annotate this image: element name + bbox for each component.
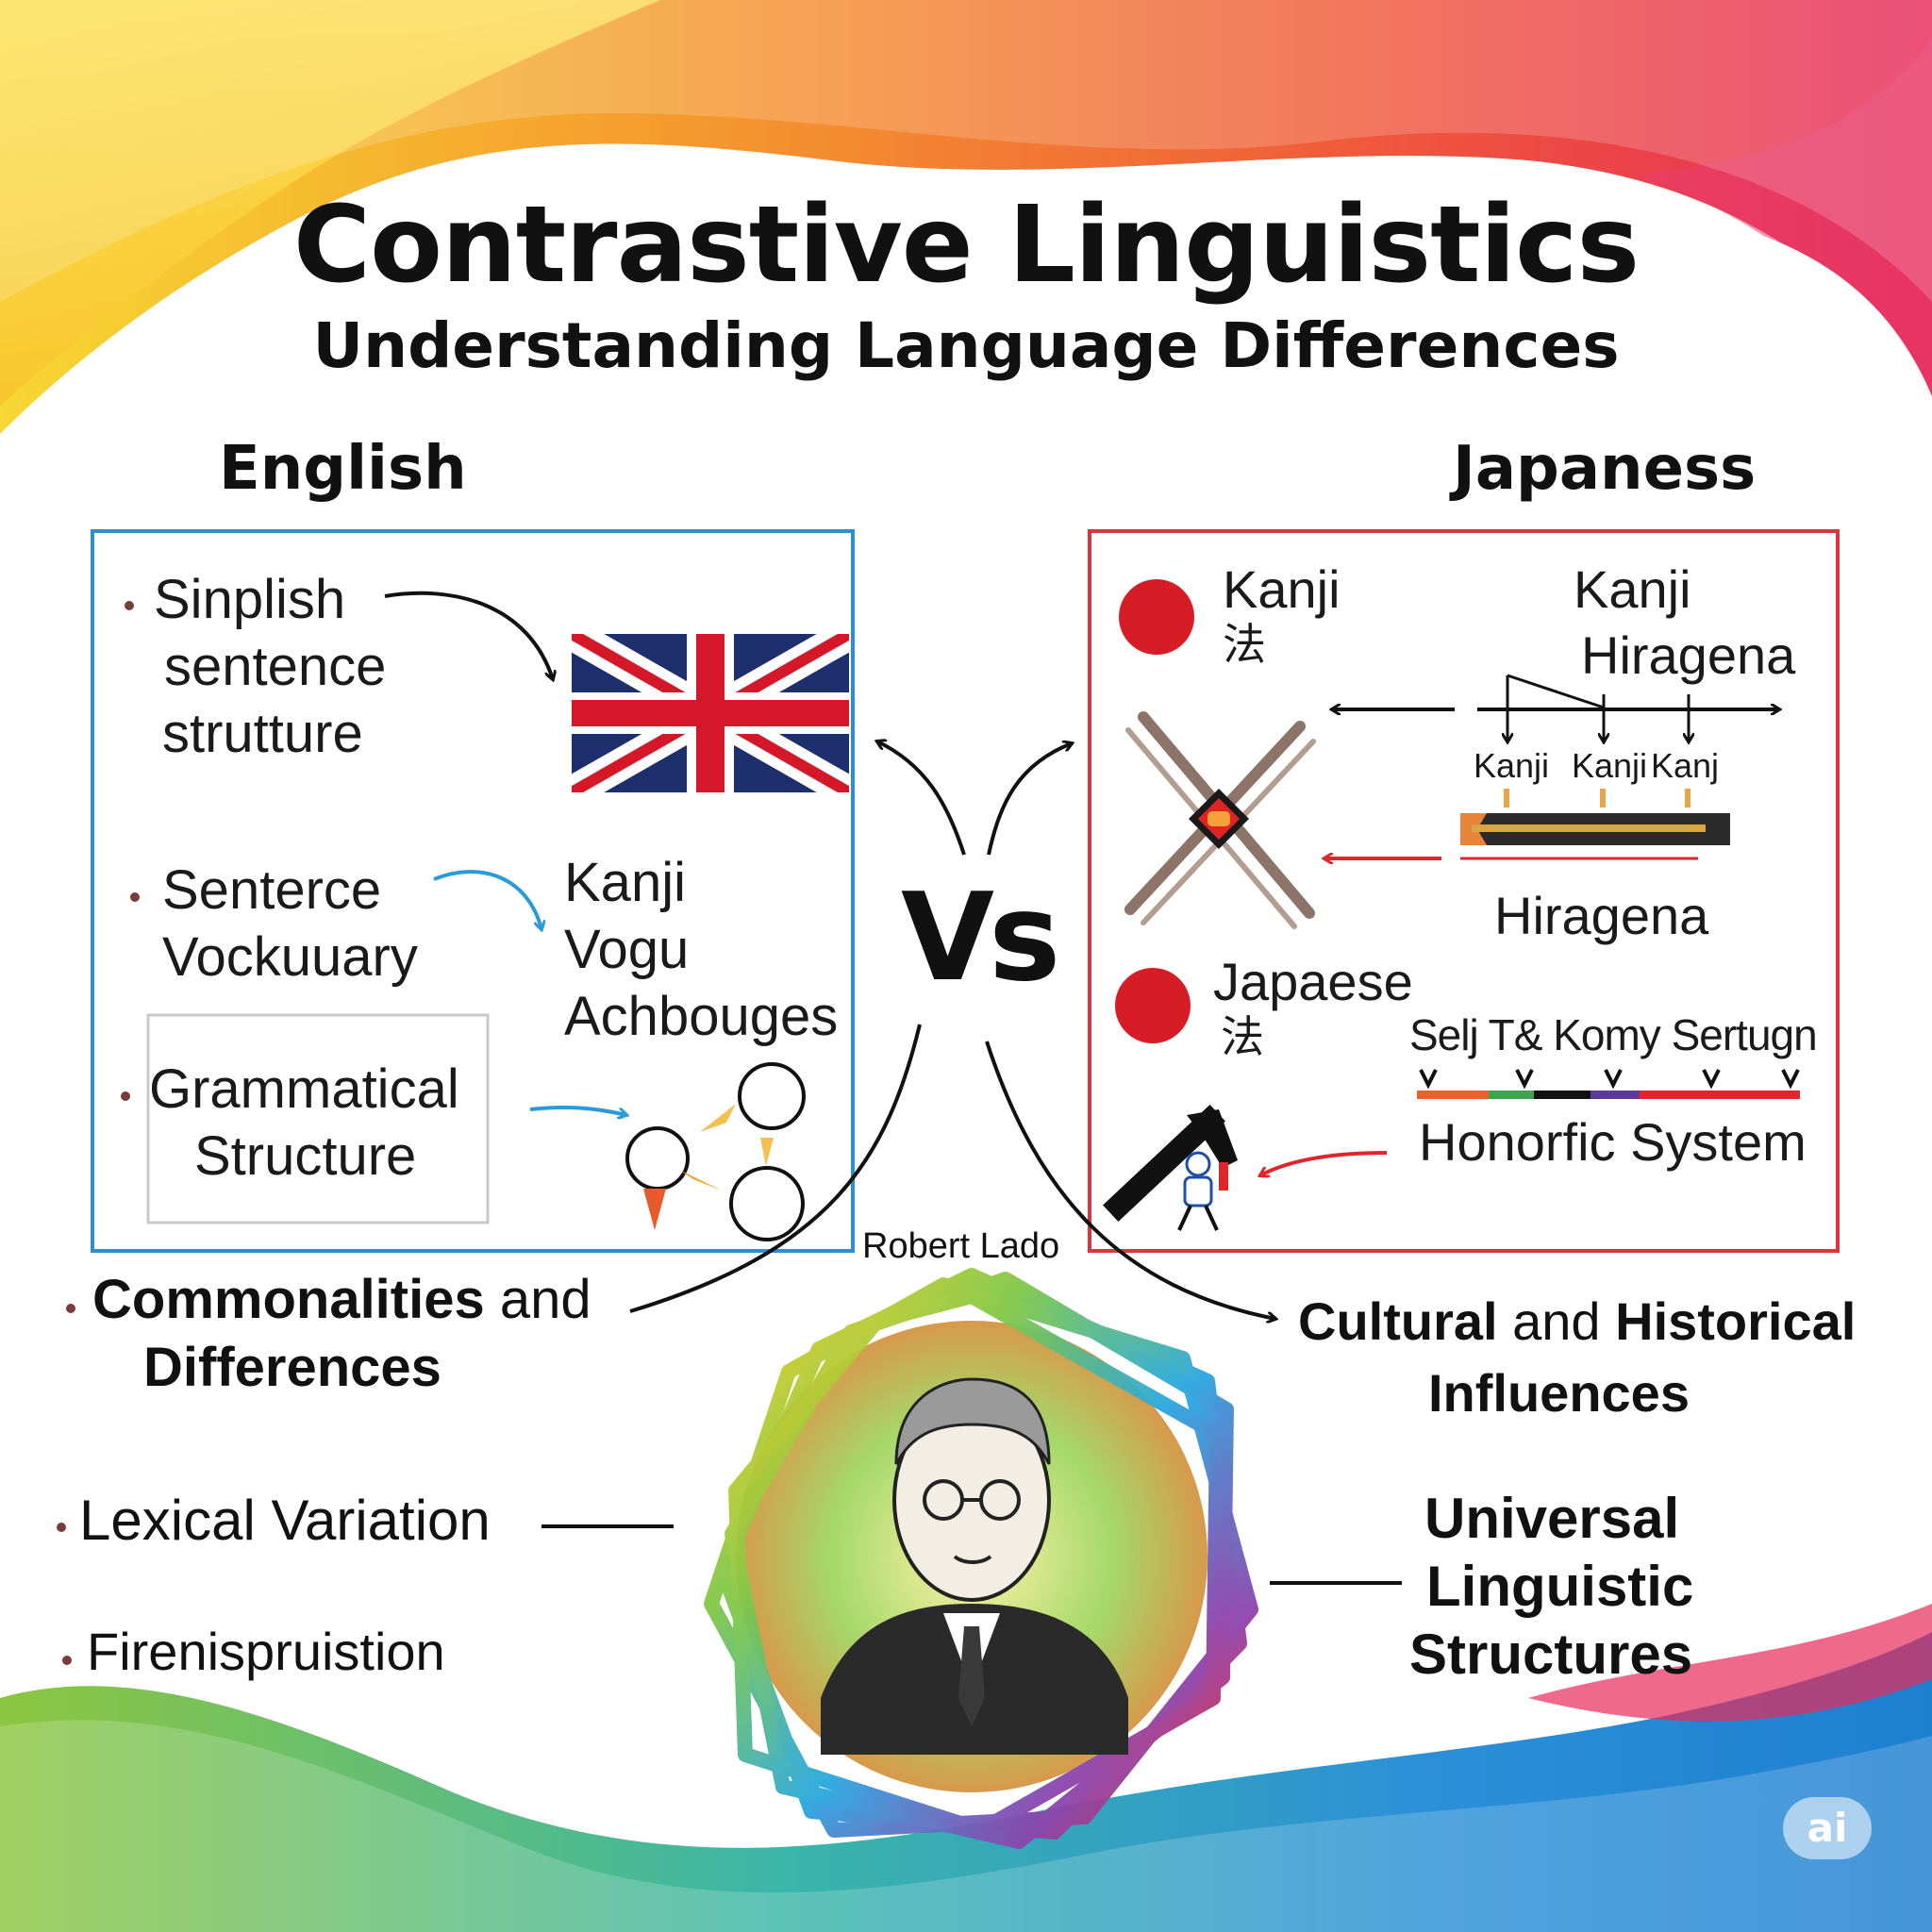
japanese-char: 法 <box>1221 1012 1264 1061</box>
influences-word: Influences <box>1428 1363 1690 1423</box>
hiragana-label: Hiragena <box>1494 886 1709 945</box>
page-title: Contrastive Linguistics <box>292 184 1640 307</box>
portrait-caption: Robert Lado <box>862 1226 1060 1266</box>
portrait-wreath-icon <box>704 1268 1258 1849</box>
honorific-label: Honorfic System <box>1419 1112 1807 1172</box>
english-word-vogu: Vogu <box>564 919 690 980</box>
circles-shapes-icon <box>625 1062 806 1241</box>
english-item2-line1: Senterce <box>162 859 382 921</box>
cultural-word: Cultural <box>1298 1291 1498 1351</box>
english-item1-line2: sentence <box>164 636 387 697</box>
japanese-kanji-char: 法 <box>1223 620 1266 669</box>
differences-word: Differences <box>143 1337 441 1398</box>
scale-label: Selj T& Komy Sertugn <box>1409 1010 1818 1059</box>
english-item1-line1: Sinplish <box>154 569 346 630</box>
tick-label: Kanji <box>1572 746 1648 785</box>
universal-line3: Structures <box>1409 1623 1693 1686</box>
ruler-bar-icon <box>1460 789 1730 845</box>
lexical-variation: Lexical Variation <box>79 1489 491 1552</box>
timeline-label-kanji: Kanji <box>1574 559 1691 619</box>
bullet-dot <box>121 1091 130 1101</box>
historical-word: Historical <box>1615 1291 1857 1351</box>
japanese-panel <box>1088 529 1840 1253</box>
page-subtitle: Understanding Language Differences <box>312 309 1620 382</box>
cultural-line1: Cultural and Historical <box>1298 1291 1857 1352</box>
english-item2-line2: Vockuuary <box>162 926 418 988</box>
english-word-achbouges: Achbouges <box>564 986 839 1047</box>
universal-line1: Universal <box>1424 1487 1680 1550</box>
grammar-box <box>146 1013 490 1224</box>
bullet-dot <box>57 1523 66 1532</box>
tick-label: Kanji <box>1474 746 1550 785</box>
commonalities-line1: Commonalities and <box>92 1269 591 1331</box>
ai-badge: ai <box>1783 1797 1872 1859</box>
timeline-label-hiragena: Hiragena <box>1581 625 1796 685</box>
japan-dot-1 <box>1119 579 1194 655</box>
hammer-figure-icon <box>1103 1105 1238 1231</box>
english-item3-line2: Structure <box>194 1125 417 1187</box>
japanese-heading: Japaness <box>1453 434 1757 504</box>
bullet-dot <box>125 601 134 610</box>
bullet-dot <box>130 892 140 902</box>
union-jack-flag-icon <box>572 634 849 792</box>
commonalities-and: and <box>484 1269 591 1330</box>
commonalities-word: Commonalities <box>92 1269 485 1330</box>
universal-line2: Linguistic <box>1426 1555 1694 1618</box>
english-word-kanji: Kanji <box>564 852 686 913</box>
english-heading: English <box>219 434 467 504</box>
japan-dot-2 <box>1115 968 1191 1043</box>
tick-label: Kanj <box>1651 746 1720 785</box>
bullet-dot <box>66 1304 75 1313</box>
firenispruistion: Firenispruistion <box>87 1622 445 1681</box>
cultural-and: and <box>1497 1291 1616 1351</box>
japanese-kanji-label: Kanji <box>1223 559 1341 619</box>
english-item1-line3: strutture <box>162 703 363 764</box>
japanese-label: Japaese <box>1213 952 1413 1011</box>
bullet-dot <box>62 1656 72 1665</box>
crossed-chopsticks-icon <box>1124 711 1316 929</box>
english-panel <box>91 529 855 1253</box>
vs-label: Vs <box>901 868 1060 1008</box>
english-item3-line1: Grammatical <box>149 1058 459 1120</box>
color-scale-icon <box>1417 1069 1800 1099</box>
